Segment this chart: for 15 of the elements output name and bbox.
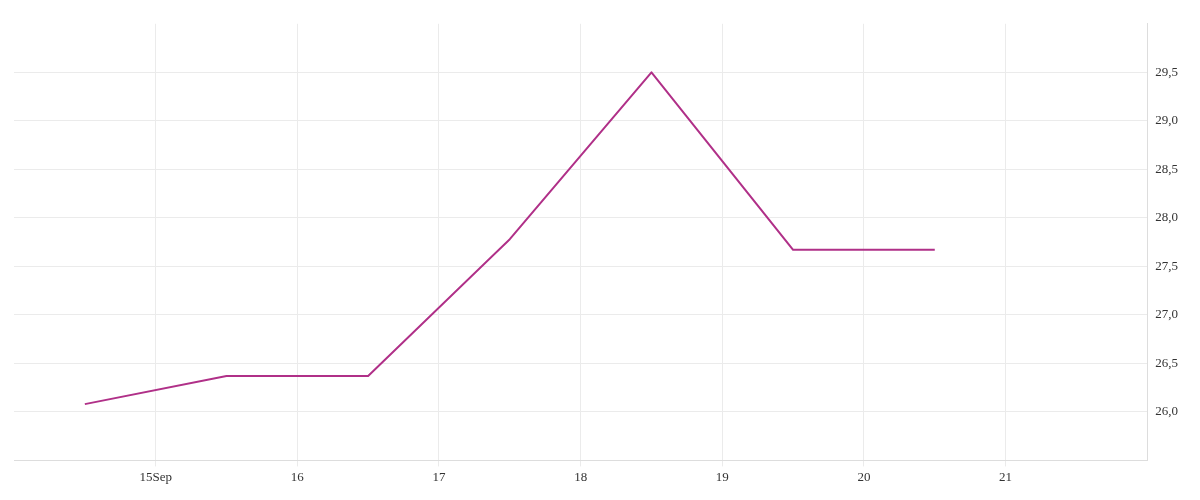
x-tick-label: 19 <box>715 468 729 484</box>
x-tick-label: 17 <box>432 468 446 484</box>
x-tick-label: 20 <box>857 468 871 484</box>
y-tick-label: 28,5 <box>1155 160 1178 176</box>
y-tick-label: 28,0 <box>1155 209 1178 225</box>
x-tick-label: 18 <box>574 468 588 484</box>
y-tick-label: 29,0 <box>1155 112 1178 128</box>
y-tick-label: 27,5 <box>1155 257 1178 273</box>
x-tick-label: 21 <box>999 468 1013 484</box>
y-tick-label: 29,5 <box>1155 63 1178 79</box>
x-tick-label: 15Sep <box>139 468 172 484</box>
x-tick-label: 16 <box>290 468 305 484</box>
y-tick-label: 26,0 <box>1155 403 1178 419</box>
y-tick-label: 26,5 <box>1155 354 1178 370</box>
y-tick-label: 27,0 <box>1155 306 1178 322</box>
